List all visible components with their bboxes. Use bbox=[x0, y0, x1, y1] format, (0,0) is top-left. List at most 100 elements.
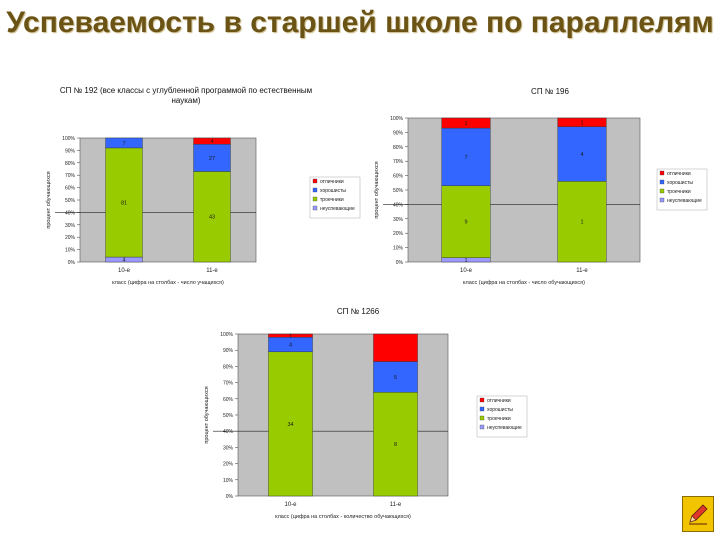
y-axis-label: процент обучающихся bbox=[374, 161, 380, 218]
y-tick-label: 0% bbox=[226, 494, 234, 500]
legend-swatch bbox=[659, 188, 665, 194]
y-tick-label: 50% bbox=[65, 198, 76, 204]
bar-data-label: 4 bbox=[580, 152, 583, 158]
bar-segment bbox=[373, 392, 418, 497]
y-tick-label: 70% bbox=[223, 381, 234, 387]
chart-panel-sp192: СП № 192 (все классы с углубленной прогр… bbox=[28, 80, 363, 295]
y-tick-label: 0% bbox=[68, 260, 76, 266]
y-tick-label: 90% bbox=[65, 148, 76, 154]
legend-label: неуспевающие bbox=[487, 425, 522, 431]
bar-segment bbox=[373, 361, 418, 393]
chart-svg: СП № 192 (все классы с углубленной прогр… bbox=[46, 86, 361, 286]
x-axis-label: класс (цифра на столбах - число учащихся… bbox=[112, 280, 224, 286]
bar-segment bbox=[268, 333, 313, 338]
y-tick-label: 30% bbox=[393, 217, 404, 223]
legend-swatch bbox=[659, 197, 665, 203]
bar-data-label: 1 bbox=[580, 220, 583, 226]
y-axis-label: процент обучающихся bbox=[204, 386, 210, 443]
bar-data-label: 9 bbox=[464, 220, 467, 226]
y-tick-label: 20% bbox=[65, 235, 76, 241]
y-tick-label: 90% bbox=[393, 130, 404, 136]
y-tick-label: 40% bbox=[223, 429, 234, 435]
legend-swatch bbox=[659, 170, 665, 176]
legend-swatch bbox=[479, 406, 485, 412]
bar-segment bbox=[557, 181, 607, 263]
bar-data-label: 7 bbox=[122, 141, 125, 147]
y-tick-label: 60% bbox=[393, 174, 404, 180]
chart-svg: СП № 1266 0% 10% 20% 30% 40% 50% 60% 70% 80% 90% 10… bbox=[204, 307, 528, 520]
legend-box bbox=[476, 395, 528, 438]
bar-segment bbox=[193, 171, 231, 263]
y-tick-label: 80% bbox=[65, 161, 76, 167]
bar-data-label: 1 bbox=[289, 334, 292, 340]
bar-segment bbox=[268, 351, 313, 497]
legend-label: хорошисты bbox=[320, 188, 346, 194]
x-category-label: 11-е bbox=[206, 268, 218, 274]
legend-label: троечники bbox=[320, 197, 344, 203]
legend-label: отличники bbox=[667, 171, 691, 177]
legend-swatch bbox=[312, 205, 318, 211]
y-tick-label: 80% bbox=[223, 364, 234, 370]
y-tick-label: 100% bbox=[62, 136, 75, 142]
slide-title: Успеваемость в старшей школе по параллел… bbox=[0, 6, 720, 40]
legend-label: троечники bbox=[667, 189, 691, 195]
legend-label: неуспевающие bbox=[667, 198, 702, 204]
pencil-icon bbox=[689, 504, 708, 525]
chart-panel-sp1266: СП № 1266 0% 10% 20% 30% 40% 50% 60% 70% 80% 90% 10… bbox=[190, 300, 528, 528]
bar-data-label: 4 bbox=[210, 139, 213, 145]
y-tick-label: 100% bbox=[220, 332, 233, 338]
bar-data-label: 7 bbox=[464, 155, 467, 161]
bar-segment bbox=[373, 333, 418, 362]
bar-data-label: 5 bbox=[394, 375, 397, 381]
y-tick-label: 50% bbox=[393, 188, 404, 194]
bar-segment bbox=[441, 185, 491, 258]
x-category-label: 10-е bbox=[460, 268, 473, 274]
y-tick-label: 10% bbox=[223, 478, 234, 484]
legend-label: хорошисты bbox=[667, 180, 693, 186]
x-axis-label: класс (цифра на столбах - число обучающи… bbox=[463, 280, 585, 286]
y-tick-label: 80% bbox=[393, 145, 404, 151]
x-category-label: 10-е bbox=[118, 268, 131, 274]
legend-label: троечники bbox=[487, 416, 511, 422]
y-tick-label: 60% bbox=[65, 186, 76, 192]
y-tick-label: 0% bbox=[396, 260, 404, 266]
legend-swatch bbox=[479, 424, 485, 430]
bar-data-label: 27 bbox=[209, 156, 215, 162]
bar-data-label: 1 bbox=[464, 258, 467, 264]
bar-data-label: 1 bbox=[580, 120, 583, 126]
chart-legend: отличники хорошисты троечники неуспевающие bbox=[656, 168, 708, 211]
y-tick-label: 70% bbox=[393, 159, 404, 165]
chart-legend: отличники хорошисты троечники неуспевающие bbox=[476, 395, 528, 438]
legend-swatch bbox=[659, 179, 665, 185]
pencil-nav-button[interactable] bbox=[682, 496, 714, 532]
bar-segment bbox=[193, 143, 231, 172]
x-axis-label: класс (цифра на столбах - количество обу… bbox=[275, 514, 411, 520]
legend-label: отличники bbox=[487, 398, 511, 404]
y-tick-label: 30% bbox=[223, 445, 234, 451]
legend-swatch bbox=[312, 178, 318, 184]
y-tick-label: 90% bbox=[223, 348, 234, 354]
x-category-label: 11-е bbox=[390, 502, 402, 508]
y-tick-label: 100% bbox=[390, 116, 403, 122]
legend-label: отличники bbox=[320, 179, 344, 185]
chart-title-line: наукам) bbox=[171, 96, 200, 105]
bar-data-label: 34 bbox=[287, 422, 293, 428]
y-tick-label: 40% bbox=[65, 210, 76, 216]
y-tick-label: 20% bbox=[393, 231, 404, 237]
legend-swatch bbox=[312, 187, 318, 193]
y-tick-label: 40% bbox=[393, 202, 404, 208]
y-tick-label: 60% bbox=[223, 397, 234, 403]
legend-swatch bbox=[479, 397, 485, 403]
y-tick-label: 20% bbox=[223, 462, 234, 468]
bar-segment bbox=[441, 127, 491, 186]
legend-box bbox=[656, 168, 708, 211]
bar-data-label: 8 bbox=[394, 442, 397, 448]
y-tick-label: 70% bbox=[65, 173, 76, 179]
legend-box bbox=[309, 176, 361, 219]
chart-title: СП № 196 bbox=[531, 87, 569, 96]
y-tick-label: 10% bbox=[65, 248, 76, 254]
bar-segment bbox=[105, 137, 143, 149]
legend-swatch bbox=[312, 196, 318, 202]
y-tick-label: 50% bbox=[223, 413, 234, 419]
bar-segment bbox=[557, 126, 607, 182]
